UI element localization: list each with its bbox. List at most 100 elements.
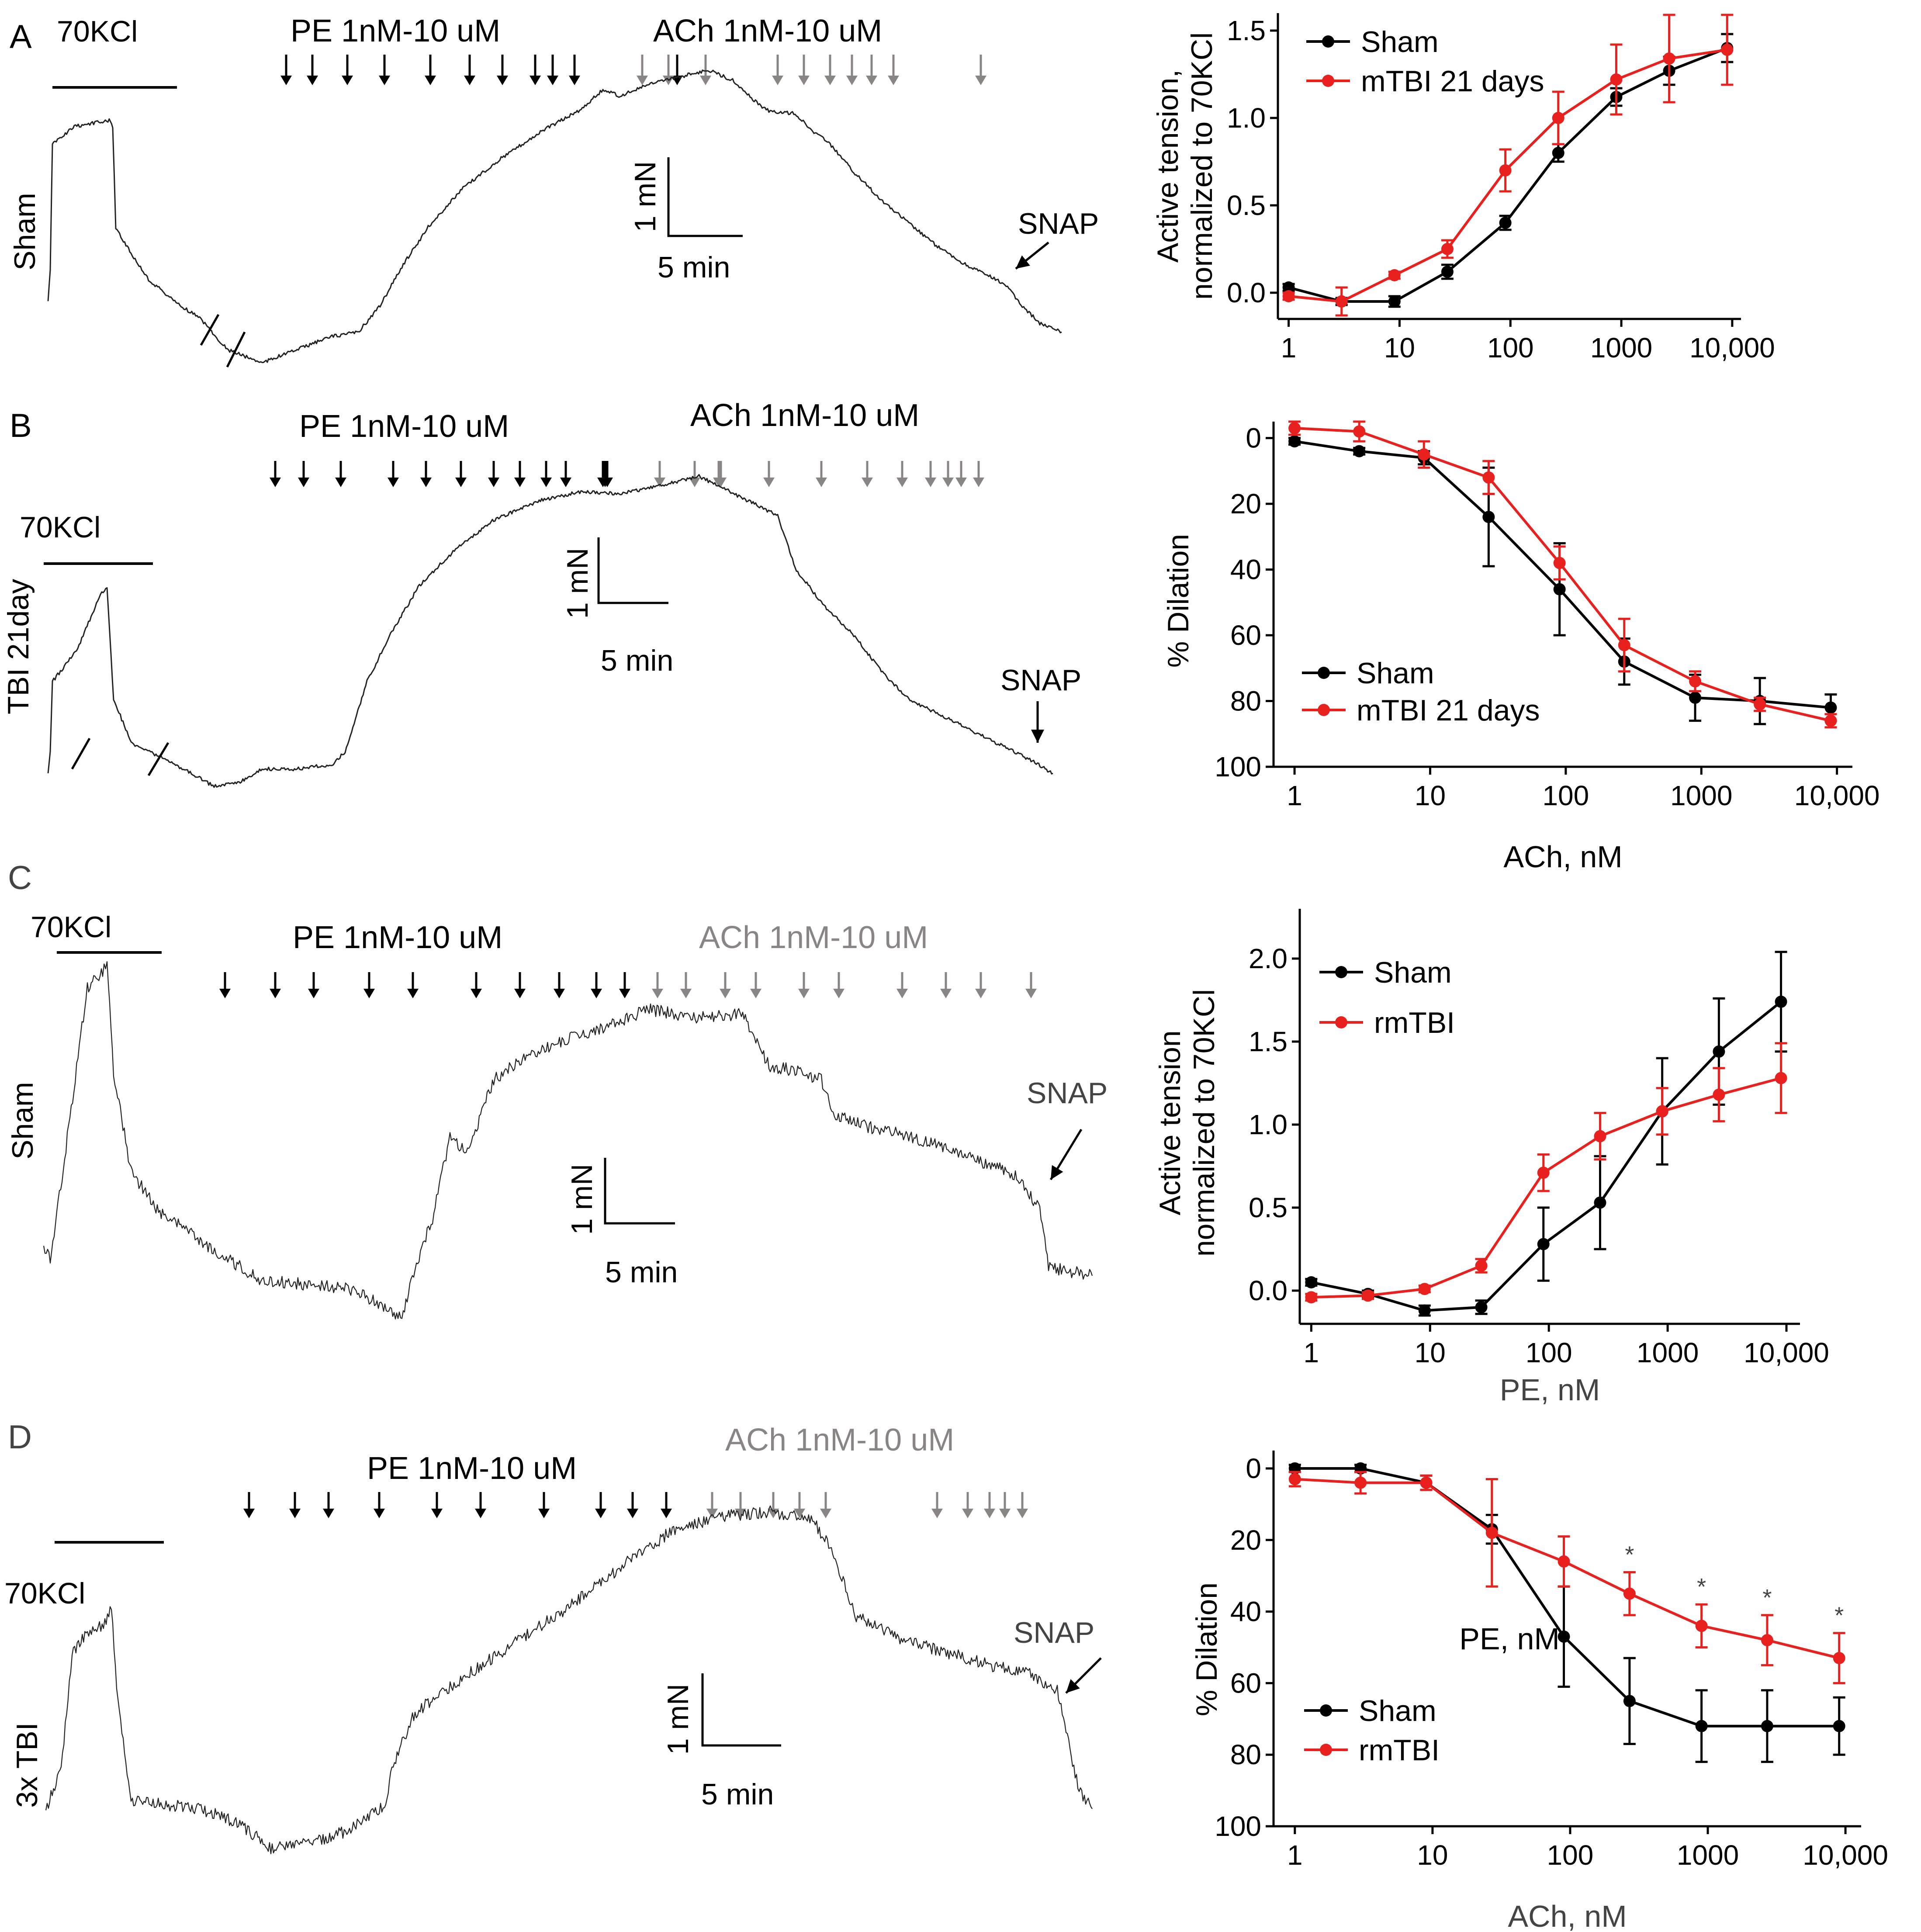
ach-arrow [862, 461, 873, 487]
chart-c: 0.0 0.5 1.0 1.5 2.0 1 10 100 1000 10,000 PE, nM Act… [1153, 909, 1829, 1407]
panel-letter: B [10, 407, 32, 444]
data-point [1537, 1167, 1550, 1179]
ach-arrow [931, 1492, 943, 1518]
pe-arrow [538, 1492, 550, 1518]
pe-arrow-head [379, 76, 390, 85]
ach-arrow-head [866, 76, 877, 85]
pe-arrow-head [388, 478, 399, 487]
scale-y-label: 1 mN [629, 161, 662, 232]
ach-arrow [680, 972, 692, 998]
scale-x-label: 5 min [658, 251, 730, 284]
pe-arrow [554, 972, 565, 998]
x-tick-label: 1 [1287, 780, 1302, 811]
ach-arrow-head [652, 989, 663, 998]
data-point [1663, 52, 1675, 65]
data-point [1594, 1196, 1606, 1209]
legend-label: Sham [1374, 956, 1452, 989]
pe-arrow-head [514, 478, 526, 487]
legend-marker [1322, 75, 1334, 87]
pe-arrow [323, 1492, 334, 1518]
ach-arrow [720, 972, 731, 998]
data-point [1482, 471, 1495, 484]
pe-arrow-head [431, 1509, 443, 1518]
kcl-label: 70KCl [31, 911, 111, 944]
pe-arrow [388, 461, 399, 487]
y-tick-label: 40 [1230, 1596, 1261, 1627]
ach-arrow-head [720, 989, 731, 998]
group-label: Sham [8, 193, 42, 270]
pe-arrow-head [307, 76, 318, 85]
ach-arrow-head [637, 76, 648, 85]
data-point [1558, 1630, 1570, 1643]
x-axis-label: PE, nM [1459, 1622, 1560, 1656]
ach-arrow [689, 461, 700, 487]
data-point [1552, 112, 1564, 124]
pe-arrow-head [602, 478, 613, 487]
y-tick-label: 80 [1230, 1739, 1261, 1770]
legend-label: Sham [1359, 1694, 1436, 1728]
ach-arrow [962, 1492, 973, 1518]
x-tick-label: 100 [1487, 332, 1534, 364]
snap-arrow-head [1031, 730, 1044, 743]
ach-arrow [654, 461, 665, 487]
ach-arrow [1017, 1492, 1028, 1518]
ach-arrow-head [940, 989, 952, 998]
ach-arrow-head [700, 76, 711, 85]
significance-star: * [1625, 1541, 1634, 1568]
tension-trace [47, 474, 1053, 788]
data-point [1537, 1238, 1550, 1250]
group-label: 3x TBI [10, 1722, 44, 1807]
pe-arrow [488, 461, 499, 487]
scale-bar [597, 537, 668, 604]
x-tick-label: 10,000 [1689, 332, 1775, 364]
ach-arrow [940, 972, 952, 998]
pe-arrow-head [464, 76, 475, 85]
pe-arrow-head [374, 1509, 385, 1518]
pe-arrow [602, 461, 613, 487]
ach-arrow-head [768, 1509, 779, 1518]
ach-arrow-head [862, 478, 873, 487]
ach-arrow-head [942, 478, 954, 487]
y-axis-label: % Dilation [1190, 1582, 1223, 1716]
data-point [1288, 435, 1301, 448]
series-mtbi-21-days [1282, 14, 1734, 317]
x-tick-label: 1 [1287, 1839, 1303, 1871]
y-tick-label: 0.5 [1249, 1192, 1288, 1223]
group-label: TBI 21day [2, 579, 35, 714]
pe-arrow-head [475, 1509, 486, 1518]
data-point [1362, 1289, 1374, 1302]
trace-panel-a: A Sham 70KCl PE 1nM-10 uM ACh 1nM-10 uM 1 mN 5… [8, 14, 1099, 368]
pe-arrow-head [569, 76, 580, 85]
ach-arrow-head [824, 76, 836, 85]
data-point [1441, 266, 1454, 278]
ach-arrow-head [888, 76, 899, 85]
x-tick-label: 100 [1547, 1839, 1594, 1871]
kcl-label: 70KCl [20, 511, 100, 544]
pe-arrow [661, 1492, 672, 1518]
data-point [1475, 1301, 1488, 1313]
ach-arrow-head [654, 478, 665, 487]
data-point [1305, 1276, 1318, 1288]
panel-letter: A [10, 18, 32, 55]
data-point [1623, 1587, 1636, 1600]
pe-arrow-head [619, 989, 630, 998]
legend-marker [1318, 704, 1330, 716]
trace-panel-d: D 3x TBI 70KCl PE 1nM-10 uM ACh 1nM-10 uM 1 m… [4, 1419, 1102, 1854]
data-point [1420, 1476, 1433, 1489]
ach-arrow [794, 1492, 805, 1518]
pe-arrow [591, 972, 602, 998]
data-point [1354, 1476, 1367, 1489]
snap-arrow-head [1016, 255, 1030, 269]
y-axis-label: Active tension [1153, 1030, 1187, 1215]
pe-arrow [307, 55, 318, 85]
legend-label: rmTBI [1374, 1006, 1455, 1039]
data-point [1775, 995, 1787, 1008]
pe-arrow [280, 55, 292, 85]
pe-arrow [219, 972, 231, 998]
pe-arrow-head [554, 989, 565, 998]
ach-arrow [975, 55, 986, 85]
data-point [1282, 281, 1295, 294]
ach-arrow-head [680, 989, 692, 998]
y-tick-label: 1.5 [1249, 1026, 1288, 1057]
